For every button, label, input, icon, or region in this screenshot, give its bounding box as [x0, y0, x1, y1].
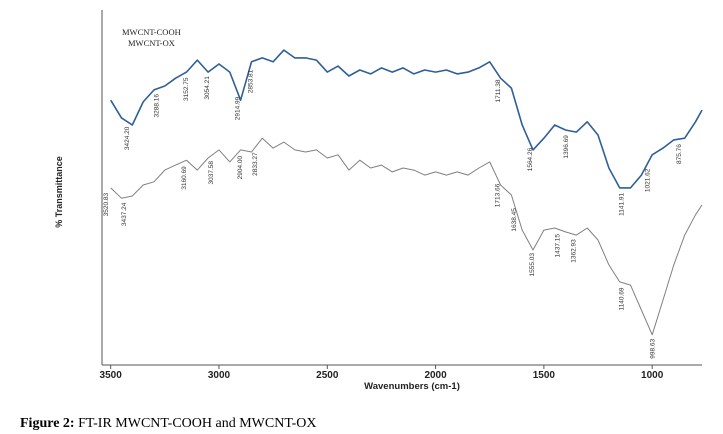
peak-label: 2853.81	[248, 69, 255, 93]
x-axis-label: Wavenumbers (cm-1)	[364, 381, 460, 392]
peak-label: 3288.16	[154, 94, 161, 118]
x-tick-label: 1500	[533, 370, 556, 381]
x-tick-label: 3500	[100, 370, 123, 381]
peak-label: 1564.26	[527, 147, 534, 171]
peak-label: 3424.20	[124, 126, 131, 150]
peak-label: 1021.62	[644, 168, 651, 192]
peak-label: 3160.69	[181, 166, 188, 190]
x-tick-label: 3000	[208, 370, 231, 381]
spectrum-line	[110, 137, 703, 336]
legend-entry: MWCNT-OX	[128, 38, 175, 48]
peak-label: 1140.69	[619, 287, 626, 310]
peak-label: 1555.03	[529, 253, 536, 277]
x-tick-label: 1000	[641, 370, 664, 381]
peak-label: 1362.93	[571, 239, 578, 263]
peak-label: 3054.21	[204, 76, 211, 100]
peak-label: 875.76	[676, 144, 683, 164]
peak-label: 1437.15	[554, 234, 561, 258]
caption: Figure 2: FT-IR MWCNT-COOH and MWCNT-OX	[20, 416, 316, 431]
peak-label: 1638.45	[511, 208, 518, 232]
peak-label: 3037.58	[208, 161, 215, 185]
peak-label: 1141.91	[618, 192, 625, 215]
y-axis-label: % Transmittance	[54, 156, 64, 228]
legend-entry: MWCNT-COOH	[122, 27, 181, 37]
peak-label: 3437.24	[121, 202, 128, 226]
peak-label: 2904.00	[237, 155, 244, 179]
peak-label: 3520.83	[103, 192, 110, 216]
x-tick-label: 2000	[424, 370, 447, 381]
peak-label: 2914.99	[234, 96, 241, 120]
peak-label: 1713.66	[495, 183, 502, 207]
caption-label: Figure 2:	[20, 416, 75, 431]
spectrum-line	[110, 49, 703, 189]
peak-label: 2833.27	[252, 152, 259, 176]
peak-label: 1396.69	[563, 135, 570, 159]
caption-text: FT-IR MWCNT-COOH and MWCNT-OX	[78, 416, 316, 431]
peak-label: 3152.75	[183, 77, 190, 101]
x-tick-label: 2500	[316, 370, 339, 381]
peak-label: 998.63	[649, 338, 656, 358]
peak-label: 1711.38	[495, 79, 502, 102]
